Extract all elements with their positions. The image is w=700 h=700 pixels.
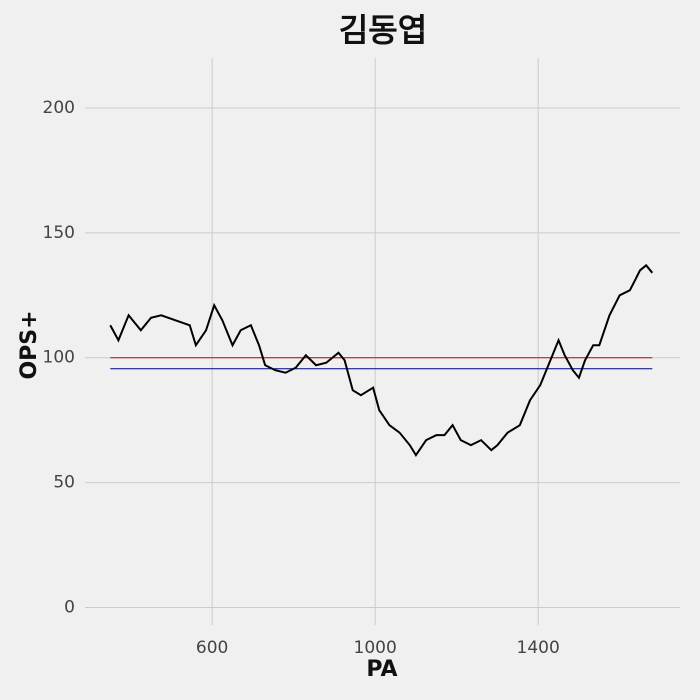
y-tick-label: 100 <box>43 348 75 368</box>
chart-title: 김동엽 <box>339 11 427 49</box>
y-tick-label: 200 <box>43 98 75 118</box>
x-tick-label: 1400 <box>517 638 560 658</box>
y-tick-label: 0 <box>64 598 75 618</box>
x-tick-label: 1000 <box>354 638 397 658</box>
x-tick-label: 600 <box>196 638 228 658</box>
y-axis-label: OPS+ <box>17 310 42 379</box>
y-tick-label: 150 <box>43 223 75 243</box>
y-tick-label: 50 <box>53 473 75 493</box>
x-axis-label: PA <box>366 657 397 682</box>
data-line <box>109 263 654 457</box>
